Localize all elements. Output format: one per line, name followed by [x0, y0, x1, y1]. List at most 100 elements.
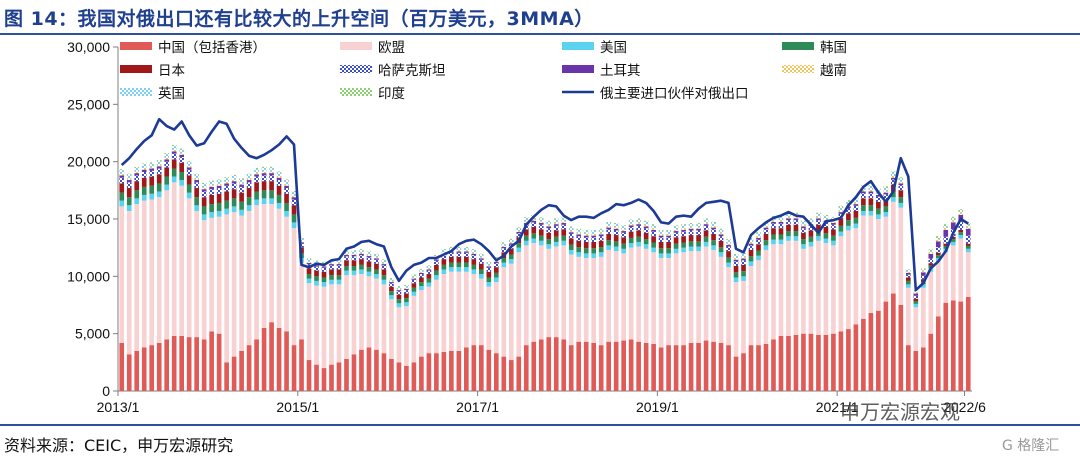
bar-segment — [891, 293, 896, 391]
bar-segment — [119, 169, 125, 171]
bar-segment — [868, 185, 874, 187]
bar-segment — [756, 260, 761, 346]
bar-segment — [538, 223, 544, 225]
bar-segment — [673, 253, 679, 346]
bar-segment — [628, 231, 634, 238]
bar-segment — [149, 199, 155, 346]
bar-segment — [831, 229, 836, 236]
legend-label: 俄主要进口伙伴对俄出口 — [600, 86, 749, 102]
bar-segment — [306, 360, 312, 391]
bar-segment — [306, 259, 312, 262]
bar-segment — [778, 335, 784, 391]
bar-segment — [486, 277, 492, 283]
bar-segment — [748, 266, 754, 346]
bar-segment — [688, 224, 694, 228]
bar-segment — [958, 229, 964, 233]
bar-segment — [366, 252, 372, 255]
bar-segment — [801, 232, 806, 240]
bar-segment — [718, 234, 724, 237]
bar-segment — [321, 267, 327, 272]
bar-segment — [606, 227, 611, 230]
bar-segment — [613, 223, 619, 225]
bar-segment — [831, 333, 836, 391]
bar-segment — [786, 220, 791, 225]
bar-segment — [861, 191, 866, 194]
bar-segment — [553, 230, 559, 237]
bar-segment — [703, 340, 709, 391]
bar-segment — [396, 288, 402, 291]
bar-segment — [868, 210, 874, 216]
bar-segment — [126, 354, 132, 391]
bar-segment — [254, 167, 259, 170]
bar-segment — [276, 180, 282, 186]
bar-segment — [119, 173, 125, 176]
bar-segment — [186, 175, 192, 185]
bar-segment — [786, 213, 791, 217]
bar-segment — [643, 226, 649, 229]
bar-segment — [718, 232, 724, 235]
bar-segment — [351, 354, 357, 391]
bar-segment — [628, 227, 634, 232]
bar-segment — [613, 230, 619, 236]
bar-segment — [756, 239, 761, 245]
bar-segment — [801, 333, 806, 391]
bar-segment — [246, 174, 252, 179]
bar-segment — [479, 257, 484, 259]
bar-segment — [546, 248, 552, 338]
bar-segment — [568, 233, 574, 239]
bar-segment — [508, 243, 514, 245]
bar-segment — [359, 249, 364, 251]
bar-segment — [883, 301, 889, 391]
bar-segment — [546, 226, 552, 229]
legend-label: 印度 — [378, 86, 405, 102]
bar-segment — [396, 286, 402, 288]
bar-segment — [786, 216, 791, 219]
bar-segment — [793, 220, 799, 225]
bar-segment — [741, 276, 746, 281]
bar-segment — [628, 339, 634, 391]
bar-segment — [823, 238, 829, 244]
bar-segment — [546, 239, 552, 245]
bar-segment — [606, 240, 611, 246]
bar-segment — [928, 251, 934, 253]
legend-label: 哈萨克斯坦 — [378, 63, 446, 79]
bar-segment — [538, 224, 544, 230]
bar-segment — [426, 270, 432, 275]
bar-segment — [419, 274, 424, 278]
bar-segment — [763, 229, 769, 234]
bar-segment — [883, 206, 889, 213]
bar-segment — [546, 228, 552, 233]
bar-segment — [598, 240, 604, 248]
bar-segment — [156, 164, 162, 167]
y-axis: 0 5,000 10,000 15,000 20,000 25,000 30,000 — [67, 39, 119, 399]
bar-segment — [179, 148, 184, 150]
bar-segment — [741, 353, 746, 391]
bar-segment — [284, 179, 289, 181]
bar-segment — [643, 221, 649, 225]
bar-segment — [763, 233, 769, 241]
bar-segment — [396, 287, 402, 289]
bar-segment — [666, 345, 671, 391]
bar-segment — [838, 236, 844, 332]
bar-segment — [359, 252, 364, 254]
bar-segment — [336, 284, 342, 363]
bar-segment — [786, 231, 791, 237]
bar-segment — [748, 245, 754, 250]
bar-segment — [688, 251, 694, 343]
bar-segment — [351, 266, 357, 271]
bar-segment — [965, 243, 971, 246]
bar-segment — [456, 246, 462, 249]
bar-segment — [538, 218, 544, 222]
bar-segment — [733, 277, 739, 283]
bar-segment — [583, 248, 589, 254]
bar-segment — [816, 220, 821, 225]
bar-segment — [239, 186, 244, 193]
bar-segment — [434, 275, 439, 280]
legend-swatch — [120, 65, 152, 73]
bar-segment — [351, 275, 357, 355]
bar-segment — [164, 157, 170, 160]
legend-swatch — [562, 65, 594, 73]
bar-segment — [239, 215, 244, 351]
bar-segment — [898, 197, 904, 203]
bar-segment — [711, 249, 716, 342]
